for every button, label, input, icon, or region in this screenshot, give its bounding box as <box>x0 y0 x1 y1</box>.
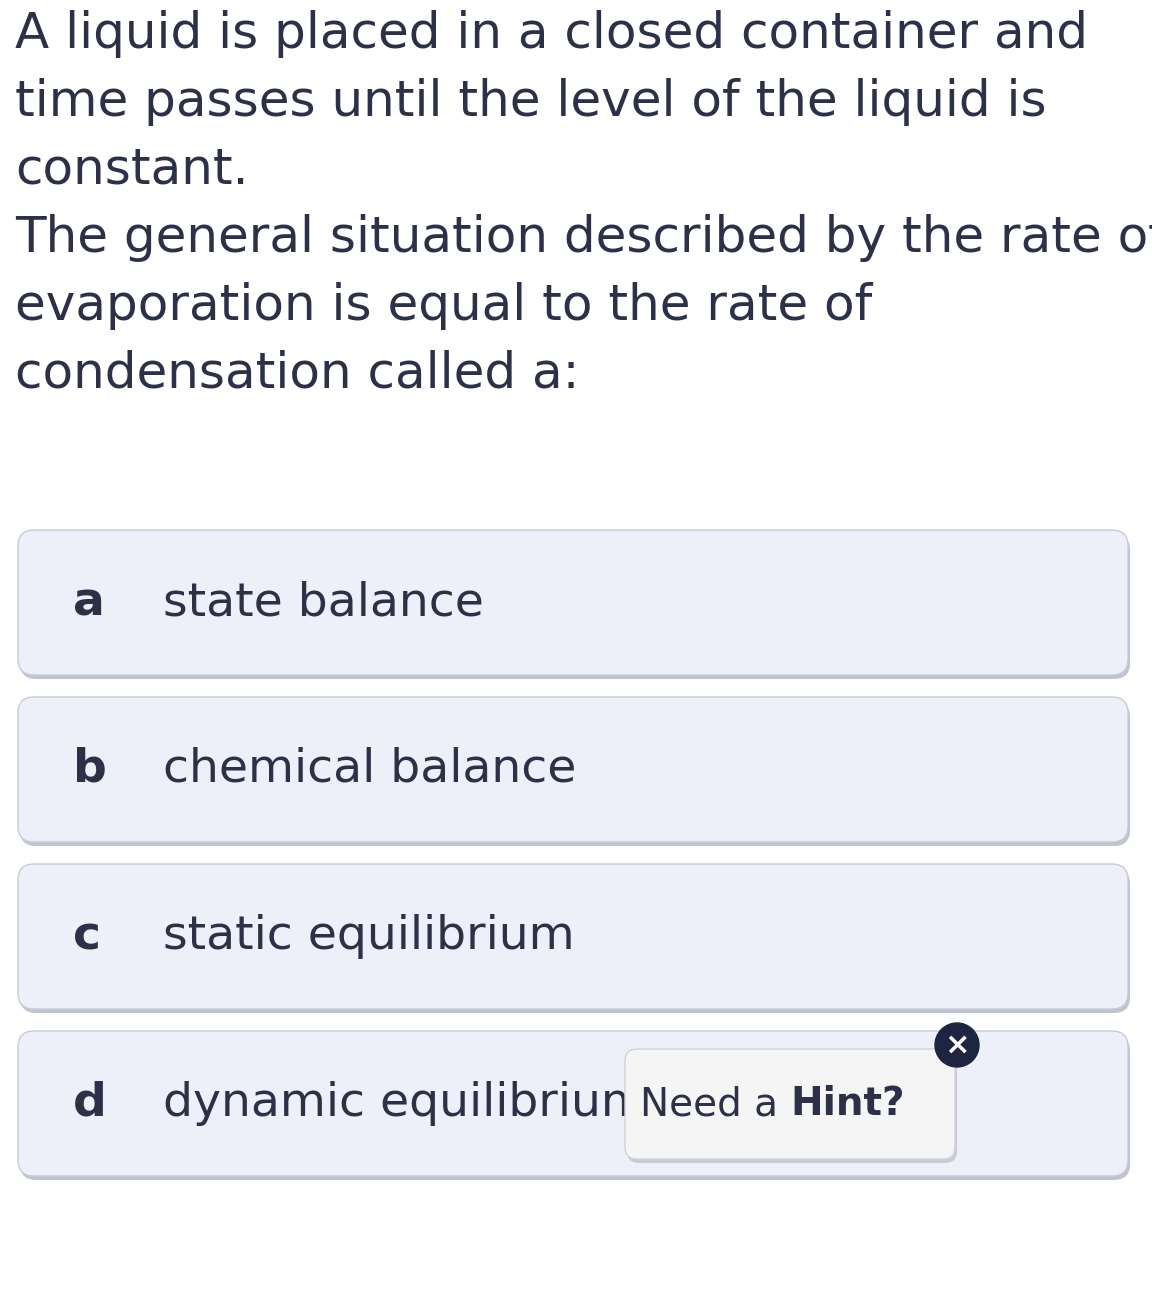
FancyBboxPatch shape <box>18 1031 1128 1175</box>
FancyBboxPatch shape <box>18 530 1128 675</box>
FancyBboxPatch shape <box>20 1035 1130 1179</box>
FancyBboxPatch shape <box>626 1049 955 1158</box>
FancyBboxPatch shape <box>20 534 1130 679</box>
Text: evaporation is equal to the rate of: evaporation is equal to the rate of <box>15 281 872 330</box>
FancyBboxPatch shape <box>18 696 1128 842</box>
Text: state balance: state balance <box>162 580 484 624</box>
Text: The general situation described by the rate of: The general situation described by the r… <box>15 213 1152 262</box>
Text: d: d <box>73 1081 107 1126</box>
Text: static equilibrium: static equilibrium <box>162 914 575 959</box>
Text: chemical balance: chemical balance <box>162 747 576 792</box>
Circle shape <box>935 1024 979 1067</box>
FancyBboxPatch shape <box>20 868 1130 1013</box>
Text: condensation called a:: condensation called a: <box>15 350 579 398</box>
Text: Need a: Need a <box>639 1085 790 1123</box>
FancyBboxPatch shape <box>20 702 1130 846</box>
Text: A liquid is placed in a closed container and: A liquid is placed in a closed container… <box>15 10 1087 58</box>
Text: dynamic equilibrium: dynamic equilibrium <box>162 1081 647 1126</box>
FancyBboxPatch shape <box>18 864 1128 1009</box>
Text: b: b <box>73 747 107 792</box>
Text: time passes until the level of the liquid is: time passes until the level of the liqui… <box>15 79 1047 126</box>
FancyBboxPatch shape <box>627 1052 957 1162</box>
Text: constant.: constant. <box>15 147 249 194</box>
Text: a: a <box>73 580 105 624</box>
Text: c: c <box>73 914 101 959</box>
Text: Hint?: Hint? <box>790 1085 904 1123</box>
Text: ×: × <box>945 1030 970 1059</box>
